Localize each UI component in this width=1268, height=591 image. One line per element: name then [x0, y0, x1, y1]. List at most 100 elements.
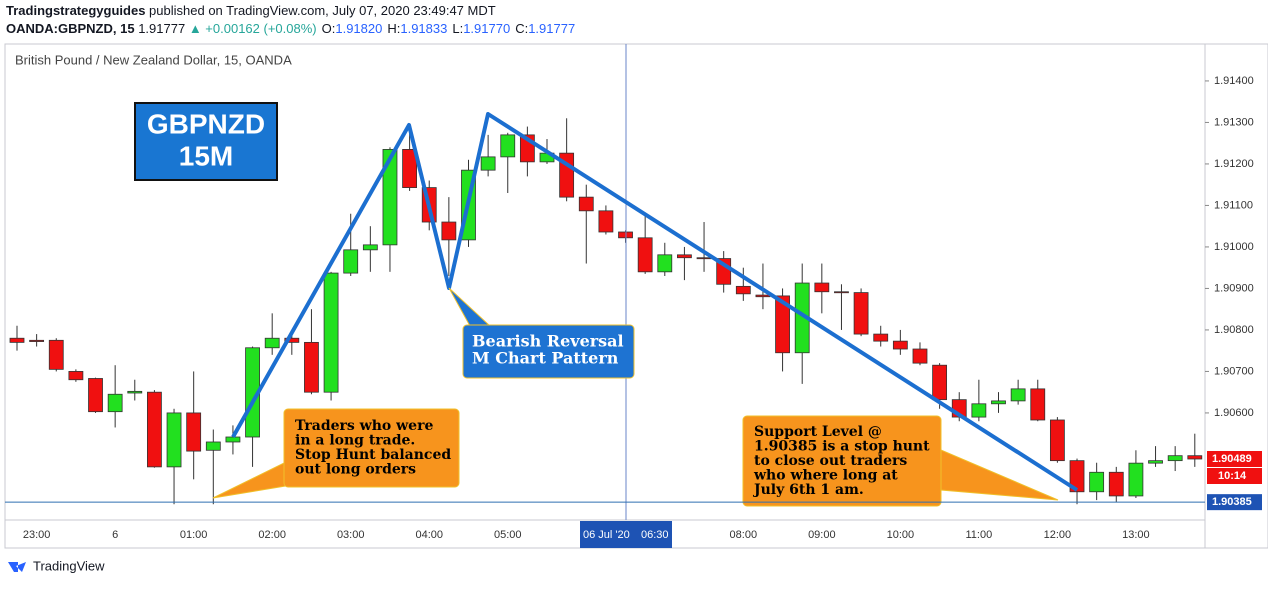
y-tick-label: 1.90800 — [1214, 324, 1254, 336]
candle-body — [205, 441, 221, 451]
change: ▲ +0.00162 (+0.08%) — [189, 21, 317, 36]
crosshair-date: 06 Jul '20 — [583, 529, 630, 541]
candle-body — [775, 295, 790, 354]
note-text: Stop Hunt balanced — [295, 447, 451, 463]
candle-body — [225, 436, 241, 443]
candle-body — [166, 412, 182, 468]
ohlc: O:1.91820 H:1.91833 L:1.91770 C:1.91777 — [322, 21, 576, 36]
y-tick-label: 1.90600 — [1214, 407, 1254, 419]
candle-body — [1128, 462, 1144, 497]
candle-body — [48, 339, 64, 370]
candle-body — [834, 291, 849, 294]
candle-body — [1167, 455, 1183, 462]
candle-body — [1049, 419, 1065, 462]
ohlc-label: O: — [322, 21, 336, 36]
candle-body — [892, 340, 908, 350]
candle-body — [1148, 460, 1163, 464]
y-tick-label: 1.91400 — [1214, 75, 1254, 87]
pair-box — [134, 102, 278, 181]
pair: GBPNZD — [147, 108, 265, 139]
note-text: who where long at — [753, 468, 898, 484]
candle-body — [1089, 471, 1105, 493]
symbol: OANDA:GBPNZD, 15 — [6, 21, 135, 36]
note-text: July 6th 1 am. — [752, 482, 864, 498]
candle-body — [186, 412, 202, 452]
candle-body — [912, 348, 928, 364]
candle-body — [696, 257, 712, 260]
note-text: in a long trade. — [295, 433, 415, 449]
candle-body — [1187, 455, 1203, 460]
candle-body — [637, 237, 653, 273]
candle-body — [500, 134, 516, 158]
candle-body — [402, 149, 418, 188]
pointer — [448, 287, 492, 327]
y-tick-label: 1.90700 — [1214, 365, 1254, 377]
ohlc-value: 1.91777 — [528, 21, 575, 36]
candle-body — [1030, 388, 1046, 421]
candle-body — [343, 249, 359, 274]
candle-body — [598, 210, 614, 233]
crosshair-time: 06:30 — [641, 529, 669, 541]
pointer — [940, 449, 1059, 501]
x-tick-label: 03:00 — [337, 529, 365, 541]
crosshair-label — [580, 521, 672, 548]
ohlc-label: H: — [387, 21, 400, 36]
x-tick-label: 6 — [112, 529, 118, 541]
candle-body — [264, 337, 280, 349]
candle-body — [735, 285, 751, 295]
candle-body — [382, 149, 398, 246]
candle-body — [853, 292, 869, 335]
note-text: out long orders — [295, 462, 416, 478]
ohlc-value: 1.91770 — [463, 21, 510, 36]
candle-body — [362, 244, 378, 251]
note-box — [283, 408, 460, 488]
x-tick-label: 01:00 — [180, 529, 208, 541]
candle-body — [814, 282, 830, 293]
countdown-box — [1207, 467, 1262, 484]
x-tick-label: 02:00 — [258, 529, 286, 541]
last-price-box — [1207, 450, 1262, 467]
note-text: Traders who were — [295, 418, 433, 434]
chart-title: British Pound / New Zealand Dollar, 15, … — [15, 52, 292, 67]
brand: TradingView — [33, 558, 105, 573]
support-price: 1.90385 — [1212, 496, 1252, 508]
y-tick-label: 1.91200 — [1214, 158, 1254, 170]
candle-body — [323, 272, 339, 393]
candle-body — [991, 400, 1006, 405]
y-tick-label: 1.91000 — [1214, 241, 1254, 253]
candle-body — [480, 156, 496, 171]
ohlc-label: C: — [515, 21, 528, 36]
x-tick-label: 23:00 — [23, 529, 51, 541]
header-line: Tradingstrategyguides published on Tradi… — [6, 3, 496, 18]
candle-body — [88, 378, 103, 413]
logo — [8, 562, 26, 572]
x-tick-label: 05:00 — [494, 529, 522, 541]
candle-body — [873, 333, 889, 342]
candle-body — [284, 337, 300, 343]
candle-body — [107, 393, 123, 413]
published: published on TradingView.com, July 07, 2… — [149, 3, 496, 18]
note-box — [742, 415, 942, 507]
pointer — [212, 461, 287, 499]
right-note: Support Level @1.90385 is a stop huntto … — [752, 424, 930, 498]
pattern-box — [462, 324, 635, 379]
support-box — [1207, 494, 1262, 511]
x-tick-label: 08:00 — [730, 529, 758, 541]
candle-body — [304, 341, 319, 393]
note-text: to close out traders — [754, 453, 907, 469]
candle-body — [1010, 388, 1026, 402]
candle-body — [1108, 471, 1124, 497]
candle-body — [677, 254, 692, 259]
ohlc-value: 1.91820 — [335, 21, 382, 36]
ohlc-label: L: — [452, 21, 463, 36]
x-tick-label: 13:00 — [1122, 529, 1150, 541]
candle-body — [657, 254, 673, 273]
note-text: Support Level @ — [754, 424, 882, 440]
author: Tradingstrategyguides — [6, 3, 145, 18]
last: 1.91777 — [138, 21, 185, 36]
candle-body — [29, 339, 45, 342]
candle-body — [755, 294, 771, 298]
last-price: 1.90489 — [1212, 453, 1252, 465]
